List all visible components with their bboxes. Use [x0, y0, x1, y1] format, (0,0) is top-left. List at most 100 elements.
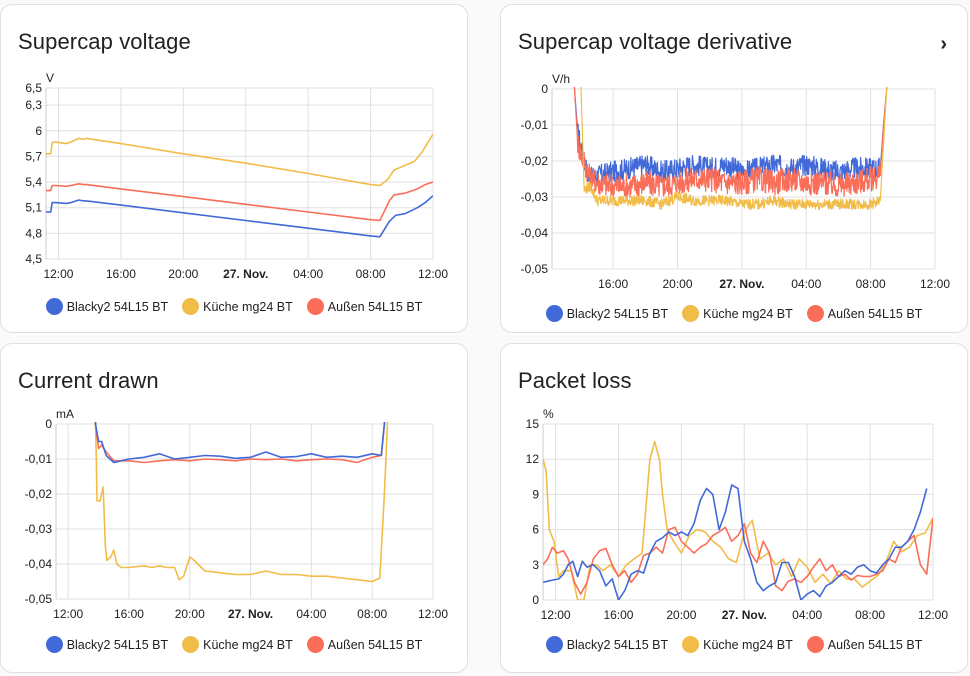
x-tick-label: 27. Nov. — [722, 608, 767, 622]
y-tick-label: 3 — [532, 558, 539, 572]
y-tick-label: 15 — [526, 417, 540, 431]
legend-dot-icon — [806, 305, 824, 322]
legend-item-blacky[interactable]: Blacky2 54L15 BT — [545, 305, 669, 322]
card-title: Current drawn — [18, 368, 159, 393]
y-tick-label: -0,03 — [25, 522, 53, 536]
x-tick-label: 16:00 — [106, 267, 136, 281]
series-group — [543, 440, 933, 600]
card-packet-loss: Packet loss 15 12 9 6 3 0 12:00 16:00 20:00 27. N… — [500, 343, 968, 673]
y-tick-label: -0,05 — [521, 262, 549, 276]
legend-label: Küche mg24 BT — [703, 637, 793, 652]
y-tick-label: 12 — [526, 452, 540, 466]
series-group — [94, 422, 389, 583]
legend-item-aussen[interactable]: Außen 54L15 BT — [306, 298, 423, 315]
legend-item-aussen[interactable]: Außen 54L15 BT — [806, 305, 922, 322]
y-tick-label: 0 — [45, 417, 52, 431]
y-tick-label: 9 — [532, 487, 539, 501]
legend-item-blacky[interactable]: Blacky2 54L15 BT — [45, 298, 169, 315]
series-line-aussen — [543, 517, 933, 595]
legend-label: Blacky2 54L15 BT — [566, 306, 669, 321]
card-supercap-voltage: Supercap voltage 6,5 6,3 6 5,7 5,4 5,1 4,8 4,5 1… — [0, 4, 468, 333]
series-line-blacky — [94, 422, 386, 464]
chart-supercap-voltage-derivative[interactable]: 0 -0,01 -0,02 -0,03 -0,04 -0,05 16:00 20:00 27. … — [501, 5, 969, 334]
x-tick-label: 16:00 — [114, 607, 144, 621]
series-line-kueche — [580, 87, 888, 211]
legend-dot-icon — [682, 305, 700, 322]
chart-supercap-voltage[interactable]: 6,56,365,75,45,14,84,512:00 16:00 20:00 27.… — [1, 5, 469, 334]
legend-dot-icon — [306, 636, 324, 653]
y-tick-label: 4,8 — [25, 226, 42, 240]
series-line-blacky — [573, 87, 888, 189]
y-tick-label: -0,04 — [25, 557, 53, 571]
x-tick-label: 12:00 — [920, 277, 950, 291]
legend-label: Blacky2 54L15 BT — [66, 637, 169, 652]
legend-label: Außen 54L15 BT — [827, 637, 923, 652]
y-tick-label: 6 — [532, 523, 539, 537]
card-supercap-voltage-derivative: Supercap voltage derivative › 0 -0,01 -0,0… — [500, 4, 968, 333]
y-axis-unit-label: V/h — [552, 72, 570, 86]
legend-label: Küche mg24 BT — [203, 637, 293, 652]
card-title: Supercap voltage derivative — [518, 29, 793, 54]
legend-label: Außen 54L15 BT — [327, 299, 423, 314]
legend-item-aussen[interactable]: Außen 54L15 BT — [806, 636, 923, 653]
legend-item-blacky[interactable]: Blacky2 54L15 BT — [45, 636, 169, 653]
series-line-blacky — [46, 195, 433, 238]
legend-dot-icon — [45, 298, 63, 315]
x-tick-label: 04:00 — [791, 277, 821, 291]
y-tick-label: 0 — [541, 82, 548, 96]
legend: Blacky2 54L15 BT Küche mg24 BT Außen 54L… — [1, 298, 467, 315]
y-tick-label: -0,03 — [521, 190, 549, 204]
y-axis-unit-label: mA — [56, 407, 74, 421]
series-line-aussen — [46, 181, 433, 222]
y-tick-label: 0 — [532, 593, 539, 607]
x-tick-label: 12:00 — [418, 607, 448, 621]
legend-dot-icon — [682, 636, 700, 653]
legend-item-kueche[interactable]: Küche mg24 BT — [682, 636, 793, 653]
y-tick-label: -0,02 — [25, 487, 53, 501]
x-tick-label: 20:00 — [663, 277, 693, 291]
y-tick-label: 5,1 — [25, 201, 42, 215]
x-tick-label: 20:00 — [175, 607, 205, 621]
y-tick-label: -0,01 — [521, 118, 549, 132]
chevron-right-icon[interactable]: › — [940, 33, 947, 55]
x-tick-label: 08:00 — [357, 607, 387, 621]
legend-item-kueche[interactable]: Küche mg24 BT — [182, 298, 293, 315]
legend-item-kueche[interactable]: Küche mg24 BT — [182, 636, 293, 653]
x-tick-label: 27. Nov. — [719, 277, 764, 291]
x-tick-label: 16:00 — [603, 608, 633, 622]
legend-item-blacky[interactable]: Blacky2 54L15 BT — [545, 636, 668, 653]
y-tick-label: 5,4 — [25, 175, 42, 189]
legend-item-kueche[interactable]: Küche mg24 BT — [682, 305, 793, 322]
series-line-kueche — [46, 133, 433, 187]
legend-dot-icon — [182, 298, 200, 315]
x-tick-label: 16:00 — [598, 277, 628, 291]
legend-label: Blacky2 54L15 BT — [66, 299, 169, 314]
series-group — [46, 133, 433, 238]
x-tick-label: 04:00 — [296, 607, 326, 621]
x-tick-label: 08:00 — [855, 608, 885, 622]
x-tick-label: 27. Nov. — [228, 607, 273, 621]
legend-dot-icon — [306, 298, 324, 315]
y-tick-label: 6 — [35, 124, 42, 138]
legend-item-aussen[interactable]: Außen 54L15 BT — [306, 636, 422, 653]
legend-dot-icon — [806, 636, 824, 653]
x-tick-label: 20:00 — [168, 267, 198, 281]
legend: Blacky2 54L15 BT Küche mg24 BT Außen 54L… — [501, 305, 967, 322]
series-group — [573, 87, 888, 211]
series-line-aussen — [573, 87, 888, 200]
y-axis-unit-label: % — [543, 407, 554, 421]
legend-dot-icon — [45, 636, 63, 653]
legend-label: Küche mg24 BT — [703, 306, 793, 321]
x-tick-label: 04:00 — [293, 267, 323, 281]
y-axis-unit-label: V — [46, 71, 54, 85]
card-current-drawn: Current drawn 0 -0,01 -0,02 -0,03 -0,04 -0,05… — [0, 343, 468, 673]
card-title: Supercap voltage — [18, 29, 191, 54]
legend-label: Küche mg24 BT — [203, 299, 293, 314]
y-tick-label: 5,7 — [25, 149, 42, 163]
y-tick-label: -0,02 — [521, 154, 549, 168]
x-tick-label: 20:00 — [666, 608, 696, 622]
series-line-blacky — [543, 484, 928, 600]
y-tick-label: -0,01 — [25, 452, 53, 466]
